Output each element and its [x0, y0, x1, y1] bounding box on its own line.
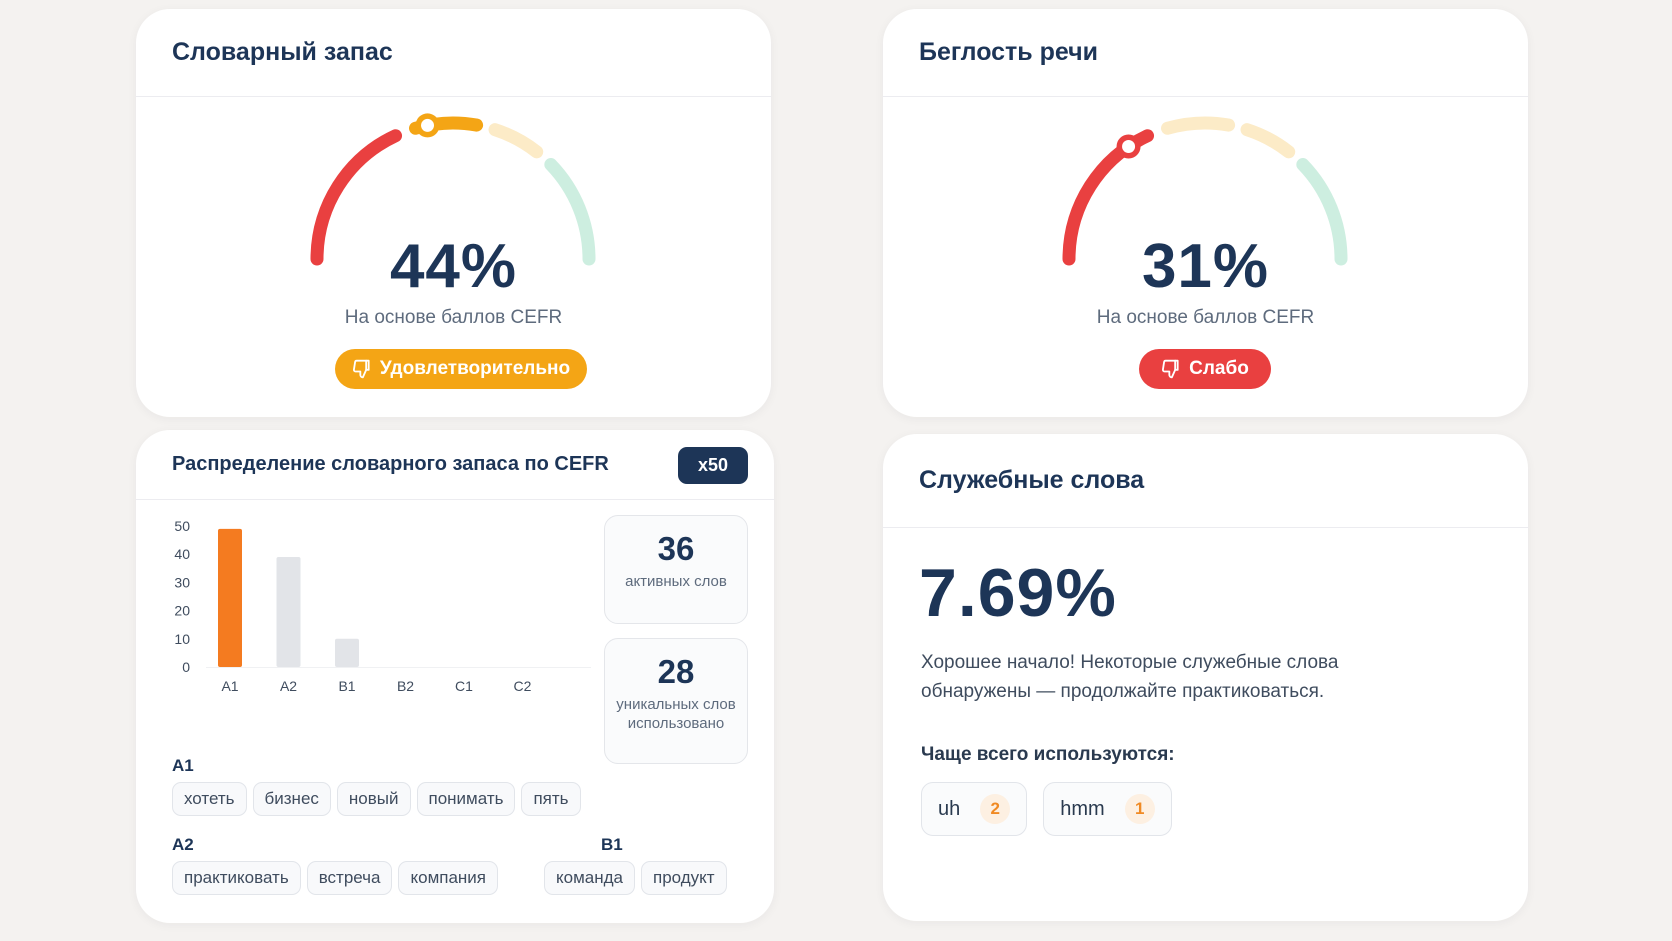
rating-badge: Слабо — [1139, 349, 1271, 389]
function-words-card: Служебные слова 7.69% Хорошее начало! Не… — [883, 434, 1528, 921]
x-tick-label: B1 — [338, 678, 355, 694]
word-chip[interactable]: понимать — [416, 782, 516, 816]
y-tick-label: 0 — [182, 659, 190, 675]
bar-b1[interactable] — [335, 638, 359, 667]
card-header: Служебные слова — [883, 434, 1528, 528]
active-words-stat: 36 активных слов — [604, 515, 748, 624]
unique-words-count: 28 — [657, 653, 695, 690]
cefr-distribution-card: Распределение словарного запаса по CEFR … — [136, 430, 774, 923]
unique-words-label: уникальных слов использовано — [616, 696, 736, 732]
x-tick-label: C2 — [514, 678, 532, 694]
b1-word-chips: команда продукт — [544, 861, 727, 895]
gauge-pointer — [1116, 134, 1141, 159]
x-tick-label: C1 — [455, 678, 473, 694]
unique-words-stat: 28 уникальных слов использовано — [604, 638, 748, 764]
level-label-a2: A2 — [172, 835, 194, 854]
bar-a2[interactable] — [276, 557, 301, 667]
word-chip[interactable]: бизнес — [252, 782, 331, 816]
badge-label: Удовлетворительно — [379, 358, 571, 379]
y-tick-label: 50 — [174, 518, 190, 534]
cefr-bar-chart: 0 10 20 30 40 50 A1 A2 B1 B2 C1 C2 — [174, 518, 591, 694]
function-word: uh — [938, 797, 961, 820]
card-title: Служебные слова — [919, 466, 1145, 494]
card-title: Беглость речи — [919, 38, 1099, 66]
word-chip[interactable]: практиковать — [172, 861, 301, 895]
function-word-chip[interactable]: uh 2 — [921, 782, 1028, 836]
word-chip[interactable]: хотеть — [172, 782, 247, 816]
frequent-words-list: uh 2 hmm 1 — [921, 782, 1172, 836]
a2-word-chips: практиковать встреча компания — [172, 861, 499, 895]
vocabulary-card: Словарный запас 44% На основе баллов CEF… — [136, 9, 771, 417]
gauge-value: 44% — [389, 232, 518, 301]
badge-label: Слабо — [1189, 358, 1249, 379]
y-tick-label: 10 — [174, 631, 190, 647]
card-title: Словарный запас — [172, 38, 393, 66]
word-chip[interactable]: продукт — [641, 861, 727, 895]
y-tick-label: 40 — [174, 546, 190, 562]
active-words-label: активных слов — [625, 573, 727, 590]
function-word-chip[interactable]: hmm 1 — [1043, 782, 1172, 836]
gauge-pointer — [415, 113, 440, 138]
x-tick-label: B2 — [397, 678, 414, 694]
fluency-card: Беглость речи 31% На основе баллов CEFR … — [883, 9, 1528, 417]
gauge-value: 31% — [1141, 232, 1270, 301]
function-word-count: 2 — [980, 794, 1011, 824]
card-title: Распределение словарного запаса по CEFR — [172, 453, 609, 475]
thumbs-down-icon — [1162, 359, 1179, 379]
multiplier-badge[interactable]: x50 — [678, 447, 748, 484]
card-header: Беглость речи — [883, 9, 1528, 97]
function-word: hmm — [1060, 797, 1105, 820]
frequent-words-title: Чаще всего используются: — [921, 744, 1175, 765]
thumbs-down-icon — [352, 359, 370, 379]
card-header: Распределение словарного запаса по CEFR … — [136, 430, 774, 500]
bar-a1[interactable] — [218, 528, 242, 667]
word-chip[interactable]: команда — [544, 861, 635, 895]
level-label-b1: B1 — [601, 835, 623, 854]
rating-badge: Удовлетворительно — [335, 349, 587, 389]
level-label-a1: A1 — [172, 756, 194, 775]
gauge-segment — [1296, 158, 1348, 266]
word-chip[interactable]: компания — [398, 861, 499, 895]
fluency-gauge — [1062, 116, 1348, 266]
word-chip[interactable]: пять — [521, 782, 581, 816]
gauge-subtitle: На основе баллов CEFR — [344, 307, 563, 328]
gauge-segment — [544, 158, 596, 266]
y-tick-label: 20 — [174, 603, 190, 619]
word-chip[interactable]: встреча — [306, 861, 393, 895]
y-tick-label: 30 — [174, 574, 190, 590]
gauge-segment — [488, 123, 544, 159]
gauge-segment — [310, 129, 403, 266]
vocabulary-gauge — [310, 113, 596, 266]
function-words-description: Хорошее начало! Некоторые служебные слов… — [921, 652, 1339, 702]
active-words-count: 36 — [657, 530, 695, 567]
a1-word-chips: хотеть бизнес новый понимать пять — [172, 782, 581, 816]
word-chip[interactable]: новый — [336, 782, 411, 816]
gauge-segment — [1161, 116, 1236, 135]
x-tick-label: A1 — [221, 678, 238, 694]
function-word-count: 1 — [1124, 794, 1155, 824]
x-tick-label: A2 — [280, 678, 297, 694]
gauge-subtitle: На основе баллов CEFR — [1096, 307, 1315, 328]
card-header: Словарный запас — [136, 9, 771, 97]
gauge-segment — [1240, 123, 1296, 159]
function-words-value: 7.69% — [919, 555, 1117, 631]
